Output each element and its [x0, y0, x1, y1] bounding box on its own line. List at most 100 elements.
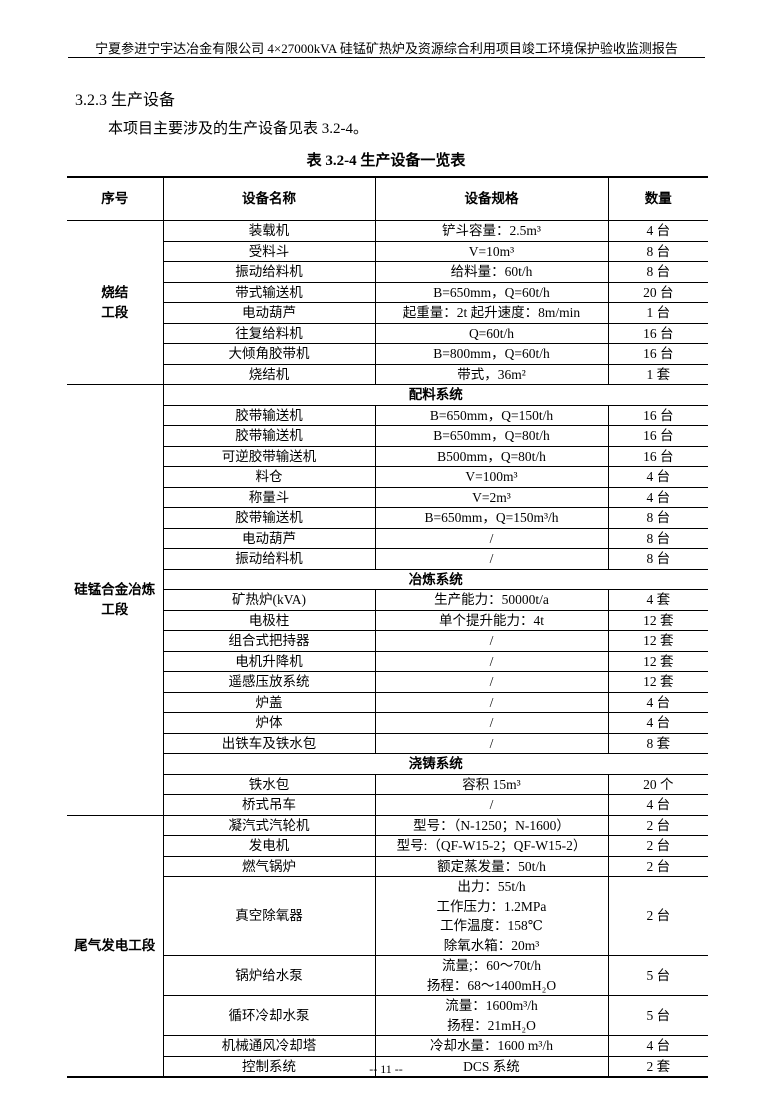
- equipment-name: 胶带输送机: [163, 507, 376, 529]
- equipment-name: 大倾角胶带机: [163, 343, 376, 365]
- table-row: 矿热炉(kVA) 生产能力：50000t/a 4 套: [67, 589, 708, 611]
- running-header: 宁夏参进宁宇达冶金有限公司 4×27000kVA 硅锰矿热炉及资源综合利用项目竣…: [95, 41, 678, 56]
- equipment-name: 铁水包: [163, 773, 376, 795]
- table-row: 尾气发电工段 凝汽式汽轮机 型号：（N-1250；N-1600） 2 台: [67, 814, 708, 1078]
- equipment-quantity: 4 套: [607, 589, 708, 611]
- table-row: 组合式把持器/12 套: [67, 630, 708, 652]
- equipment-name: 往复给料机: [163, 322, 376, 344]
- equipment-quantity: 8 台: [607, 240, 708, 262]
- equipment-quantity: 12 套: [607, 609, 708, 631]
- equipment-quantity: 12 套: [607, 671, 708, 693]
- equipment-spec: 铲斗容量：2.5m³: [374, 220, 609, 242]
- equipment-spec: 出力：55t/h 工作压力：1.2MPa 工作温度：158℃ 除氧水箱：20m³: [374, 876, 609, 956]
- equipment-quantity: 4 台: [607, 794, 708, 816]
- equipment-name: 振动给料机: [163, 261, 376, 283]
- equipment-quantity: 2 台: [607, 814, 708, 836]
- equipment-spec: 流量;：60～70t/h 扬程：68～1400mH₂O: [374, 955, 609, 996]
- table-row: 烧结 工段 装载机 铲斗容量：2.5m³ 4 台: [67, 220, 708, 385]
- table-caption: 表 3.2-4 生产设备一览表: [306, 153, 466, 169]
- equipment-quantity: 8 套: [607, 732, 708, 754]
- equipment-quantity: 8 台: [607, 548, 708, 570]
- subsystem-header: 配料系统: [162, 384, 708, 406]
- equipment-name: 矿热炉(kVA): [163, 589, 376, 611]
- equipment-name: 凝汽式汽轮机: [162, 814, 376, 836]
- table-row: 胶带输送机 B=650mm，Q=150t/h 16 台: [67, 404, 708, 426]
- equipment-spec: V=2m³: [374, 486, 609, 508]
- equipment-quantity: 4 台: [607, 220, 708, 242]
- equipment-spec: /: [374, 630, 609, 652]
- equipment-name: 电极柱: [163, 609, 376, 631]
- equipment-quantity: 16 台: [607, 445, 708, 467]
- group-cell: 硅锰合金冶炼 工段: [67, 384, 164, 816]
- equipment-spec: /: [374, 548, 609, 570]
- equipment-name: 电机升降机: [163, 650, 376, 672]
- equipment-name: 遥感压放系统: [163, 671, 376, 693]
- equipment-spec: B500mm，Q=80t/h: [374, 445, 609, 467]
- column-header: 序号: [67, 176, 164, 221]
- table-row: 铁水包 容积 15m³ 20 个: [67, 773, 708, 795]
- equipment-name: 桥式吊车: [163, 794, 376, 816]
- column-header: 设备规格: [374, 176, 609, 221]
- equipment-name: 振动给料机: [163, 548, 376, 570]
- table-row: 电机升降机/12 套: [67, 650, 708, 672]
- table-row: 燃气锅炉 额定蒸发量：50t/h 2 台: [67, 855, 708, 877]
- equipment-spec: 起重量：2t 起升速度：8m/min: [374, 302, 609, 324]
- equipment-quantity: 4 台: [607, 691, 708, 713]
- equipment-name: 带式输送机: [163, 281, 376, 303]
- equipment-quantity: 2 台: [607, 876, 708, 956]
- table-subheader-row: 冶炼系统: [67, 568, 708, 590]
- equipment-spec: 流量：1600m³/h 扬程：21mH₂O: [374, 995, 609, 1036]
- equipment-spec: 单个提升能力：4t: [374, 609, 609, 631]
- equipment-spec: /: [374, 527, 609, 549]
- table-row: 电动葫芦/8 台: [67, 527, 708, 549]
- column-header: 数量: [607, 176, 708, 221]
- equipment-name: 炉体: [163, 712, 376, 734]
- equipment-quantity: 20 个: [607, 773, 708, 795]
- table-row: 电动葫芦 起重量：2t 起升速度：8m/min 1 台: [67, 302, 708, 324]
- section-heading: 3.2.3 生产设备: [75, 92, 176, 109]
- equipment-name: 受料斗: [163, 240, 376, 262]
- equipment-quantity: 8 台: [607, 527, 708, 549]
- table-row: 桥式吊车/4 台: [67, 794, 708, 816]
- equipment-spec: 给料量：60t/h: [374, 261, 609, 283]
- equipment-spec: Q=60t/h: [374, 322, 609, 344]
- equipment-quantity: 1 套: [607, 363, 708, 385]
- group-cell: 烧结 工段: [67, 220, 164, 385]
- equipment-spec: B=650mm，Q=150m³/h: [374, 507, 609, 529]
- table-row: 遥感压放系统/12 套: [67, 671, 708, 693]
- table-row: 真空除氧器 出力：55t/h 工作压力：1.2MPa 工作温度：158℃ 除氧水箱…: [67, 876, 708, 956]
- equipment-quantity: 5 台: [607, 995, 708, 1036]
- page-number: -- 11 --: [369, 1062, 403, 1076]
- equipment-quantity: 4 台: [607, 486, 708, 508]
- equipment-quantity: 5 台: [607, 955, 708, 996]
- equipment-spec: V=10m³: [374, 240, 609, 262]
- equipment-quantity: 1 台: [607, 302, 708, 324]
- table-subheader-row: 硅锰合金冶炼 工段 配料系统: [67, 384, 708, 816]
- equipment-spec: /: [374, 712, 609, 734]
- table-row: 电极柱 单个提升能力：4t 12 套: [67, 609, 708, 631]
- table-row: 烧结机 带式，36m² 1 套: [67, 363, 708, 385]
- equipment-spec: V=100m³: [374, 466, 609, 488]
- table-row: 大倾角胶带机 B=800mm，Q=60t/h 16 台: [67, 343, 708, 365]
- equipment-name: 烧结机: [163, 363, 376, 385]
- equipment-name: 胶带输送机: [163, 425, 376, 447]
- table-row: 料仓 V=100m³ 4 台: [67, 466, 708, 488]
- equipment-quantity: 12 套: [607, 650, 708, 672]
- equipment-name: 燃气锅炉: [163, 855, 376, 877]
- equipment-name: 称量斗: [163, 486, 376, 508]
- equipment-quantity: 4 台: [607, 712, 708, 734]
- group-cell: 尾气发电工段: [67, 814, 164, 1078]
- equipment-quantity: 8 台: [607, 507, 708, 529]
- equipment-quantity: 16 台: [607, 322, 708, 344]
- section-paragraph: 本项目主要涉及的生产设备见表 3.2-4。: [108, 121, 368, 137]
- table-row: 炉盖/4 台: [67, 691, 708, 713]
- equipment-quantity: 16 台: [607, 404, 708, 426]
- equipment-name: 电动葫芦: [163, 302, 376, 324]
- table-row: 锅炉给水泵 流量;：60～70t/h 扬程：68～1400mH₂O 5 台: [67, 955, 708, 996]
- equipment-quantity: 4 台: [607, 1035, 708, 1057]
- equipment-spec: 型号:（QF-W15-2；QF-W15-2）: [374, 835, 609, 857]
- equipment-name: 装载机: [162, 220, 376, 242]
- equipment-spec: /: [374, 671, 609, 693]
- table-row: 振动给料机 给料量：60t/h 8 台: [67, 261, 708, 283]
- equipment-spec: 生产能力：50000t/a: [374, 589, 609, 611]
